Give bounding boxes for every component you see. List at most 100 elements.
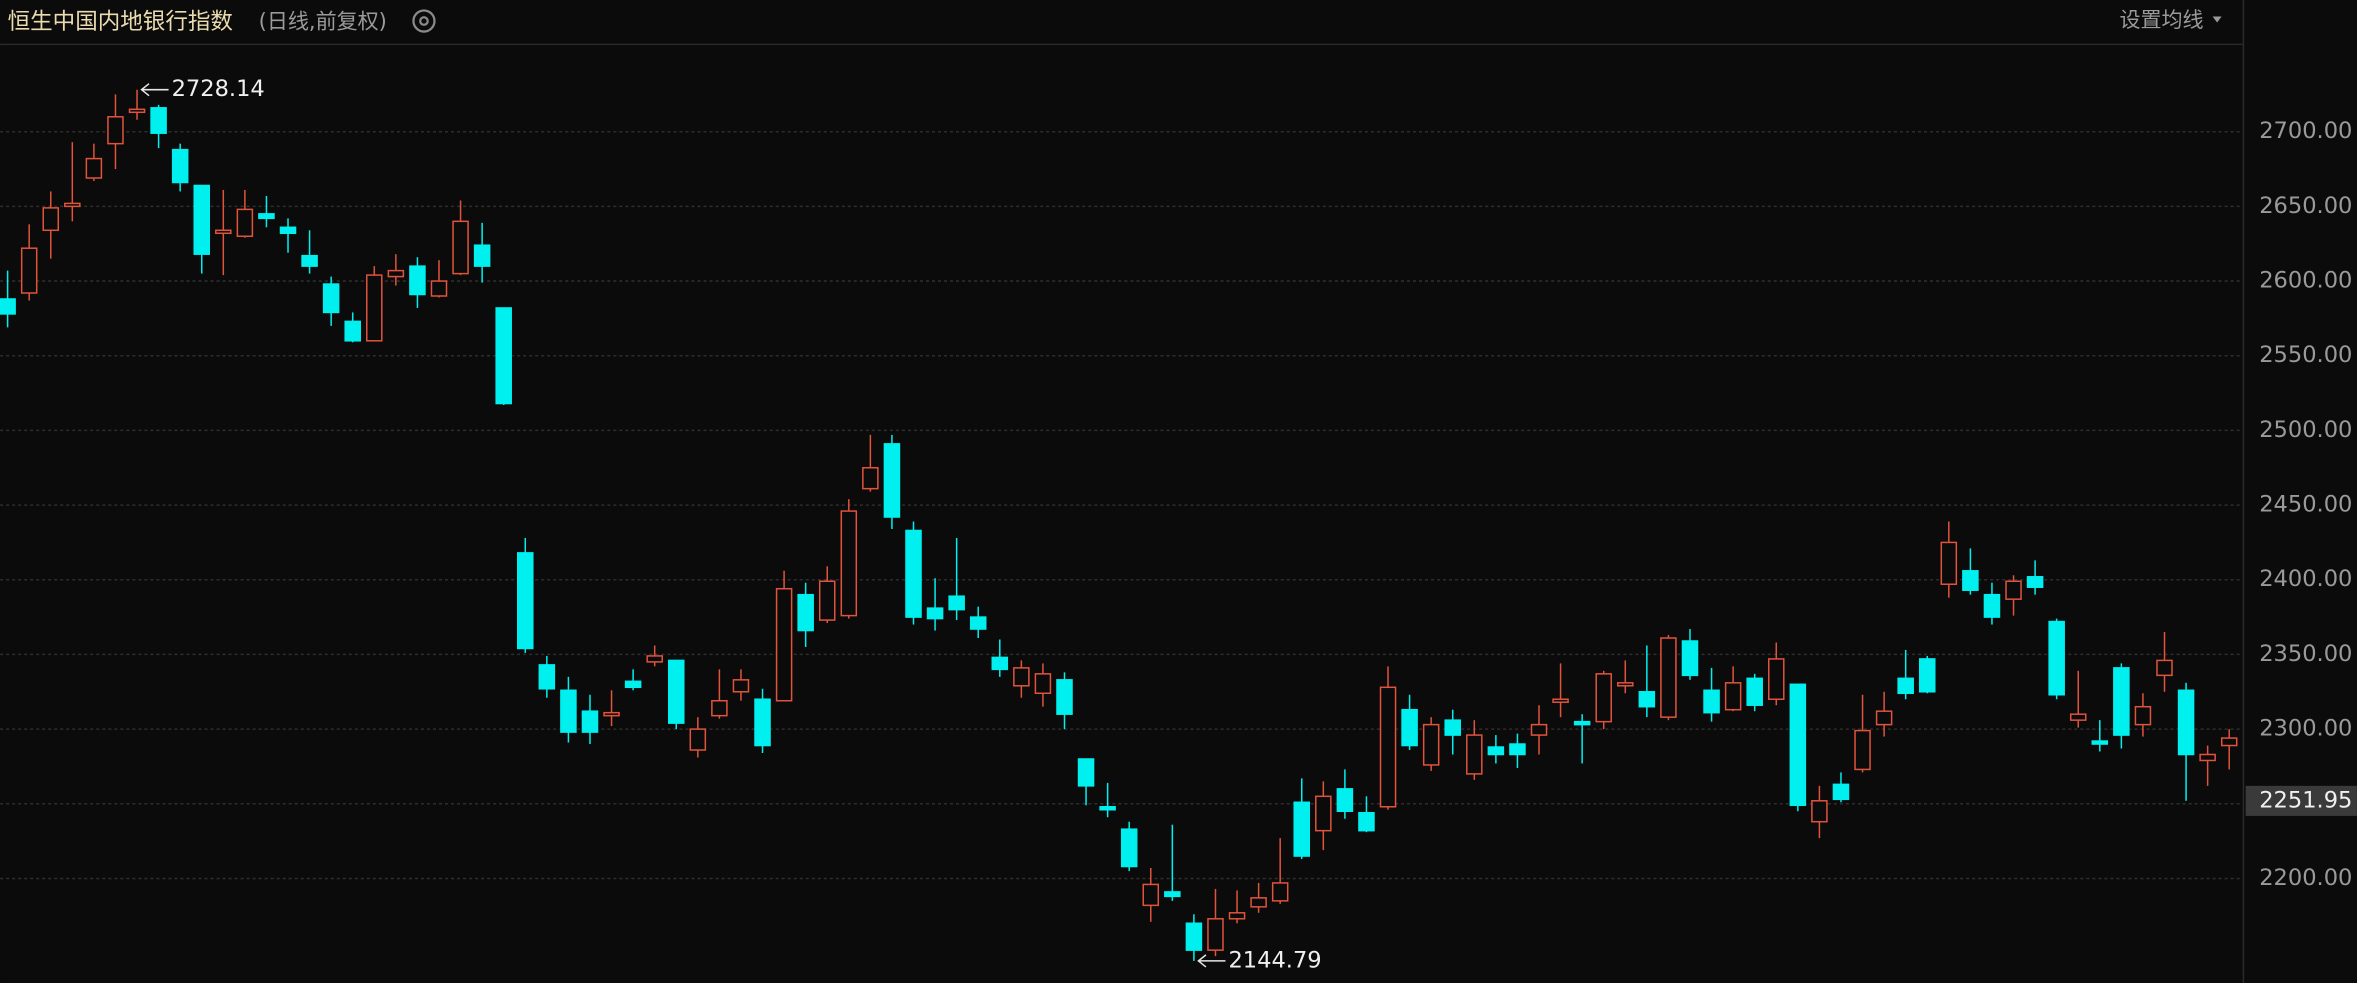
candle-body <box>581 710 599 733</box>
candle-body <box>193 184 211 255</box>
y-tick-label: 2450.00 <box>2259 492 2352 518</box>
candle-body <box>991 656 1009 671</box>
candle-body <box>1875 710 1893 726</box>
candle-body <box>818 580 836 621</box>
y-tick-label: 2400.00 <box>2259 566 2352 592</box>
candle-body <box>64 202 81 208</box>
candle-body <box>258 213 275 220</box>
candle-body <box>236 208 254 238</box>
candle-body <box>344 320 361 342</box>
last-price-box <box>2245 785 2357 816</box>
candle-body <box>2220 737 2238 747</box>
candle-body <box>1617 682 1634 687</box>
candle-body <box>905 529 922 618</box>
candle-body <box>2069 713 2087 721</box>
chart-title: 恒生中国内地银行指数 <box>8 9 233 35</box>
candle-body <box>1660 637 1677 718</box>
candle-body <box>1250 897 1267 908</box>
y-tick-label: 2650.00 <box>2259 193 2352 219</box>
candle-body <box>2177 689 2195 756</box>
candle-body <box>128 108 146 114</box>
candle-body <box>1315 795 1332 832</box>
candle-body <box>560 689 577 733</box>
candle-body <box>667 659 685 724</box>
candle-body <box>452 220 469 275</box>
candle-body <box>1746 677 1763 706</box>
candle-body <box>775 587 793 702</box>
candle-body <box>20 247 38 294</box>
candle-body <box>1077 758 1095 787</box>
candle-body <box>107 116 124 145</box>
candle-body <box>1854 729 1871 771</box>
candle-body <box>215 229 232 235</box>
candle-body <box>840 510 858 617</box>
y-tick-label: 2700.00 <box>2259 118 2352 144</box>
y-tick-label: 2300.00 <box>2259 716 2352 742</box>
settings-icon[interactable] <box>412 9 436 33</box>
candle-body <box>150 107 167 134</box>
y-tick-label: 2550.00 <box>2259 342 2352 368</box>
candle-body <box>495 307 512 405</box>
candle-body <box>1789 683 1807 807</box>
candle-body <box>862 466 879 490</box>
candle-body <box>301 254 318 267</box>
candle-body <box>969 616 987 630</box>
extreme-label: 2144.79 <box>1228 947 1321 973</box>
y-tick-label: 2600.00 <box>2259 268 2352 294</box>
candle-body <box>603 711 620 717</box>
candle-body <box>322 283 340 314</box>
candle-body <box>1638 691 1656 708</box>
ma-setting[interactable]: 设置均线 <box>2119 7 2203 32</box>
candle-body <box>624 680 642 689</box>
candle-body <box>1962 570 1979 591</box>
candle-body <box>1444 719 1461 736</box>
candle-body <box>1509 743 1526 756</box>
candle-body <box>430 280 448 297</box>
gear-outline <box>412 9 436 33</box>
y-tick-label: 2350.00 <box>2259 641 2352 667</box>
candle-body <box>1034 673 1052 695</box>
candle-body <box>1401 708 1418 747</box>
candle-body <box>0 298 16 315</box>
candle-body <box>1703 689 1720 714</box>
candle-body <box>711 699 728 717</box>
candle-body <box>797 593 814 632</box>
dropdown-arrow <box>2212 16 2222 23</box>
candle-body <box>1228 912 1246 920</box>
candle-body <box>2113 667 2130 736</box>
candle-body <box>1767 658 1785 700</box>
candle-body <box>1099 806 1116 811</box>
candle-body <box>1595 673 1612 723</box>
candle-body <box>1164 891 1181 898</box>
candle-body <box>1379 686 1397 808</box>
candle-body <box>2005 580 2022 600</box>
candle-body <box>1422 723 1440 766</box>
candle-body <box>538 664 556 690</box>
candle-body <box>754 698 771 747</box>
candle-body <box>646 655 663 663</box>
candle-body <box>1940 541 1958 585</box>
candle-body <box>689 728 707 751</box>
candle-body <box>2026 576 2044 588</box>
candle-body <box>1724 682 1742 711</box>
last-price-label: 2251.95 <box>2259 787 2352 813</box>
candle-body <box>1358 811 1375 832</box>
candle-body <box>1918 658 1936 693</box>
candle-body <box>948 595 965 611</box>
candle-body <box>2134 705 2152 726</box>
candle-body <box>2199 753 2216 762</box>
candle-body <box>1832 783 1850 801</box>
chart-subtitle: (日线,前复权) <box>259 9 387 34</box>
candle-body <box>1897 677 1914 695</box>
candle-body <box>1142 883 1160 907</box>
candle-body <box>171 148 189 184</box>
candle-body <box>1983 593 2001 618</box>
y-tick-label: 2500.00 <box>2259 417 2352 443</box>
candle-body <box>1466 734 1483 775</box>
candle-body <box>883 443 901 518</box>
candle-body <box>366 274 383 342</box>
candle-body <box>2156 659 2173 677</box>
candle-body <box>517 552 534 650</box>
